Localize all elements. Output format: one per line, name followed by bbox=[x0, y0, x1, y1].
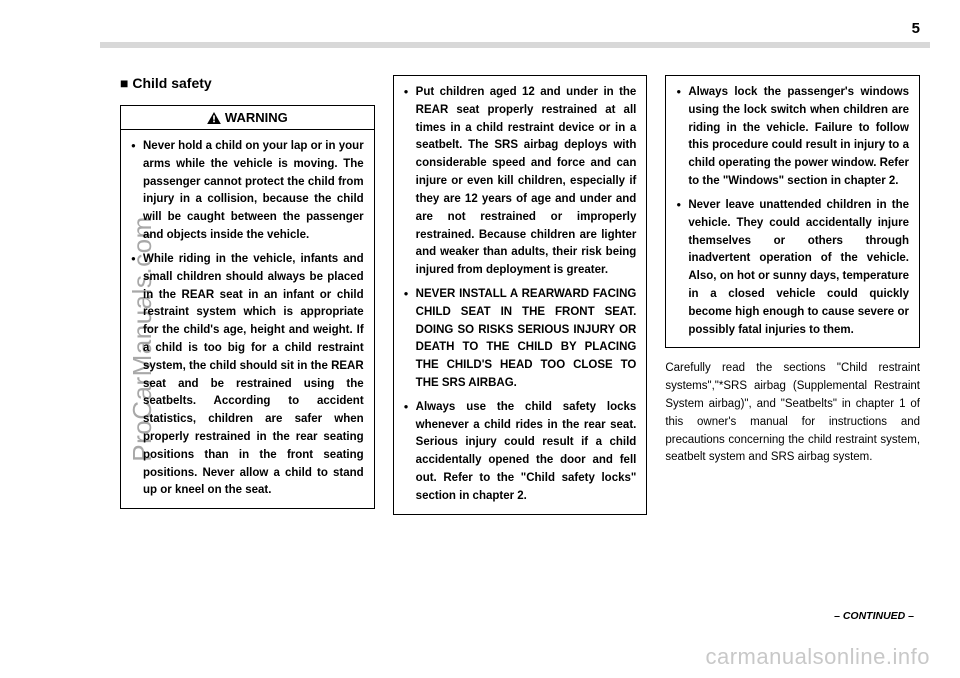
section-title: ■ Child safety bbox=[120, 75, 375, 91]
list-item: While riding in the vehicle, infants and… bbox=[131, 251, 364, 500]
manual-page: 5 ProCarManuals.com ■ Child safety WARNI… bbox=[0, 0, 960, 678]
warning-box-2: Put children aged 12 and under in the RE… bbox=[393, 75, 648, 515]
body-paragraph: Carefully read the sections "Child restr… bbox=[665, 360, 920, 467]
column-3: Always lock the passenger's windows usin… bbox=[665, 75, 920, 515]
header-divider bbox=[100, 42, 930, 48]
continued-label: – CONTINUED – bbox=[834, 610, 914, 622]
list-item: Never leave unattended children in the v… bbox=[676, 197, 909, 340]
page-number: 5 bbox=[912, 20, 920, 37]
list-item: Put children aged 12 and under in the RE… bbox=[404, 84, 637, 280]
warning-box-1: Never hold a child on your lap or in you… bbox=[120, 129, 375, 509]
list-item: Always lock the passenger's windows usin… bbox=[676, 84, 909, 191]
content-columns: ■ Child safety WARNING Never hold a chil… bbox=[120, 75, 920, 515]
bottom-watermark: carmanualsonline.info bbox=[705, 644, 930, 670]
warning-icon bbox=[207, 112, 221, 124]
warning-label: WARNING bbox=[225, 110, 288, 125]
list-item: Never hold a child on your lap or in you… bbox=[131, 138, 364, 245]
column-2: Put children aged 12 and under in the RE… bbox=[393, 75, 648, 515]
list-item: Always use the child safety locks whenev… bbox=[404, 399, 637, 506]
list-item: NEVER INSTALL A REARWARD FACING CHILD SE… bbox=[404, 286, 637, 393]
warning-box-3: Always lock the passenger's windows usin… bbox=[665, 75, 920, 348]
column-1: ■ Child safety WARNING Never hold a chil… bbox=[120, 75, 375, 515]
warning-header: WARNING bbox=[120, 105, 375, 129]
